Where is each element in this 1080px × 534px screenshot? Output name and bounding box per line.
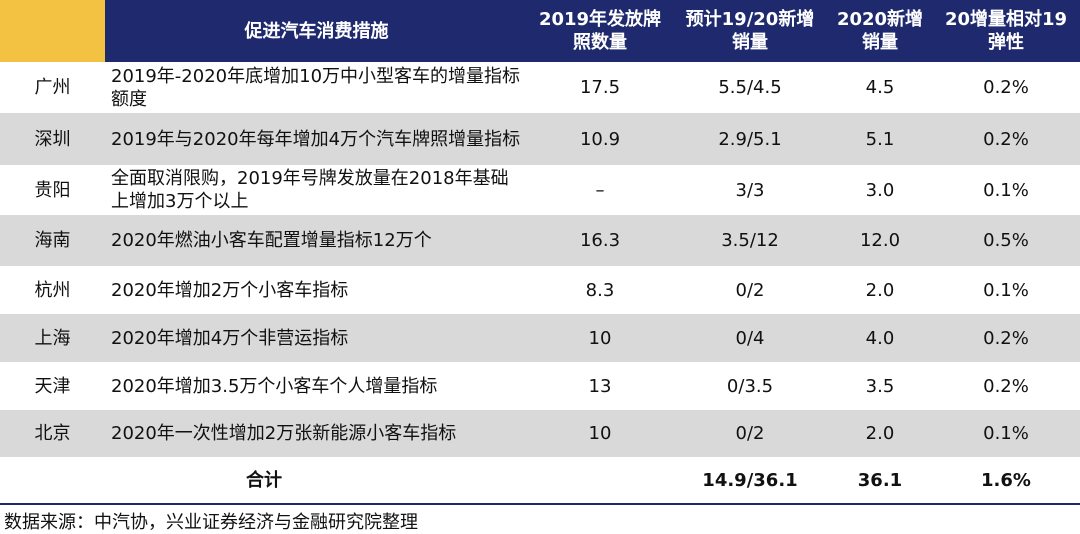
value-cell: 3.5 <box>865 375 895 397</box>
measure-cell: 2019年与2020年每年增加4万个汽车牌照增量指标 <box>105 113 528 165</box>
value-cell: 0.1% <box>983 279 1029 301</box>
measure-cell: 全面取消限购，2019年号牌发放量在2018年基础上增加3万个以上 <box>111 168 509 212</box>
measure-cell: 2020年燃油小客车配置增量指标12万个 <box>105 215 528 266</box>
value-cell: 16.3 <box>528 215 672 266</box>
value-cell: 2.9/5.1 <box>672 113 828 165</box>
city-cell: 杭州 <box>34 279 71 301</box>
value-cell: 0.2% <box>932 314 1080 362</box>
value-cell: 0.5% <box>932 215 1080 266</box>
measure-cell: 2020年增加3.5万个小客车个人增量指标 <box>111 375 438 397</box>
total-value: 14.9/36.1 <box>702 469 798 491</box>
value-cell: 0/2 <box>672 410 828 457</box>
measure-cell: 2020年增加2万个小客车指标 <box>111 279 349 301</box>
value-cell: 3.0 <box>865 179 895 201</box>
city-cell: 海南 <box>0 215 105 266</box>
city-cell: 上海 <box>0 314 105 362</box>
city-cell: 广州 <box>34 77 71 98</box>
value-cell: 0.1% <box>932 410 1080 457</box>
value-cell: 4.5 <box>865 77 895 98</box>
total-label: 合计 <box>246 469 282 491</box>
value-cell: 10.9 <box>528 113 672 165</box>
value-cell: 5.5/4.5 <box>718 77 782 98</box>
value-cell: 0/4 <box>672 314 828 362</box>
city-cell: 天津 <box>34 375 71 397</box>
header-corner <box>0 0 105 62</box>
bottom-rule <box>0 503 1080 505</box>
value-cell: 13 <box>588 375 612 397</box>
value-cell: 0.2% <box>983 375 1029 397</box>
header-cell: 2020新增销量 <box>828 0 932 62</box>
value-cell: 8.3 <box>585 279 615 301</box>
value-cell: 2.0 <box>828 410 932 457</box>
measure-cell: 2020年一次性增加2万张新能源小客车指标 <box>105 410 528 457</box>
header-cell: 促进汽车消费措施 <box>105 0 528 62</box>
source-note: 数据来源：中汽协，兴业证券经济与金融研究院整理 <box>4 512 418 533</box>
value-cell: 0.2% <box>932 113 1080 165</box>
value-cell: 4.0 <box>828 314 932 362</box>
value-cell: 0/2 <box>735 279 765 301</box>
value-cell: 12.0 <box>828 215 932 266</box>
value-cell: – <box>595 179 605 201</box>
value-cell: 0.1% <box>983 179 1029 201</box>
city-cell: 贵阳 <box>34 179 71 201</box>
measure-cell: 2020年增加4万个非营运指标 <box>105 314 528 362</box>
value-cell: 10 <box>528 410 672 457</box>
value-cell: 3.5/12 <box>672 215 828 266</box>
value-cell: 5.1 <box>828 113 932 165</box>
total-value: 1.6% <box>981 469 1031 491</box>
value-cell: 0.2% <box>983 77 1029 98</box>
total-value: 36.1 <box>857 469 903 491</box>
header-cell: 2019年发放牌照数量 <box>528 0 672 62</box>
city-cell: 北京 <box>0 410 105 457</box>
city-cell: 深圳 <box>0 113 105 165</box>
header-cell: 预计19/20新增销量 <box>672 0 828 62</box>
value-cell: 2.0 <box>865 279 895 301</box>
value-cell: 10 <box>528 314 672 362</box>
value-cell: 17.5 <box>579 77 621 98</box>
value-cell: 0/3.5 <box>726 375 774 397</box>
header-cell: 20增量相对19弹性 <box>932 0 1080 62</box>
measure-cell: 2019年-2020年底增加10万中小型客车的增量指标额度 <box>111 65 521 110</box>
value-cell: 3/3 <box>735 179 765 201</box>
